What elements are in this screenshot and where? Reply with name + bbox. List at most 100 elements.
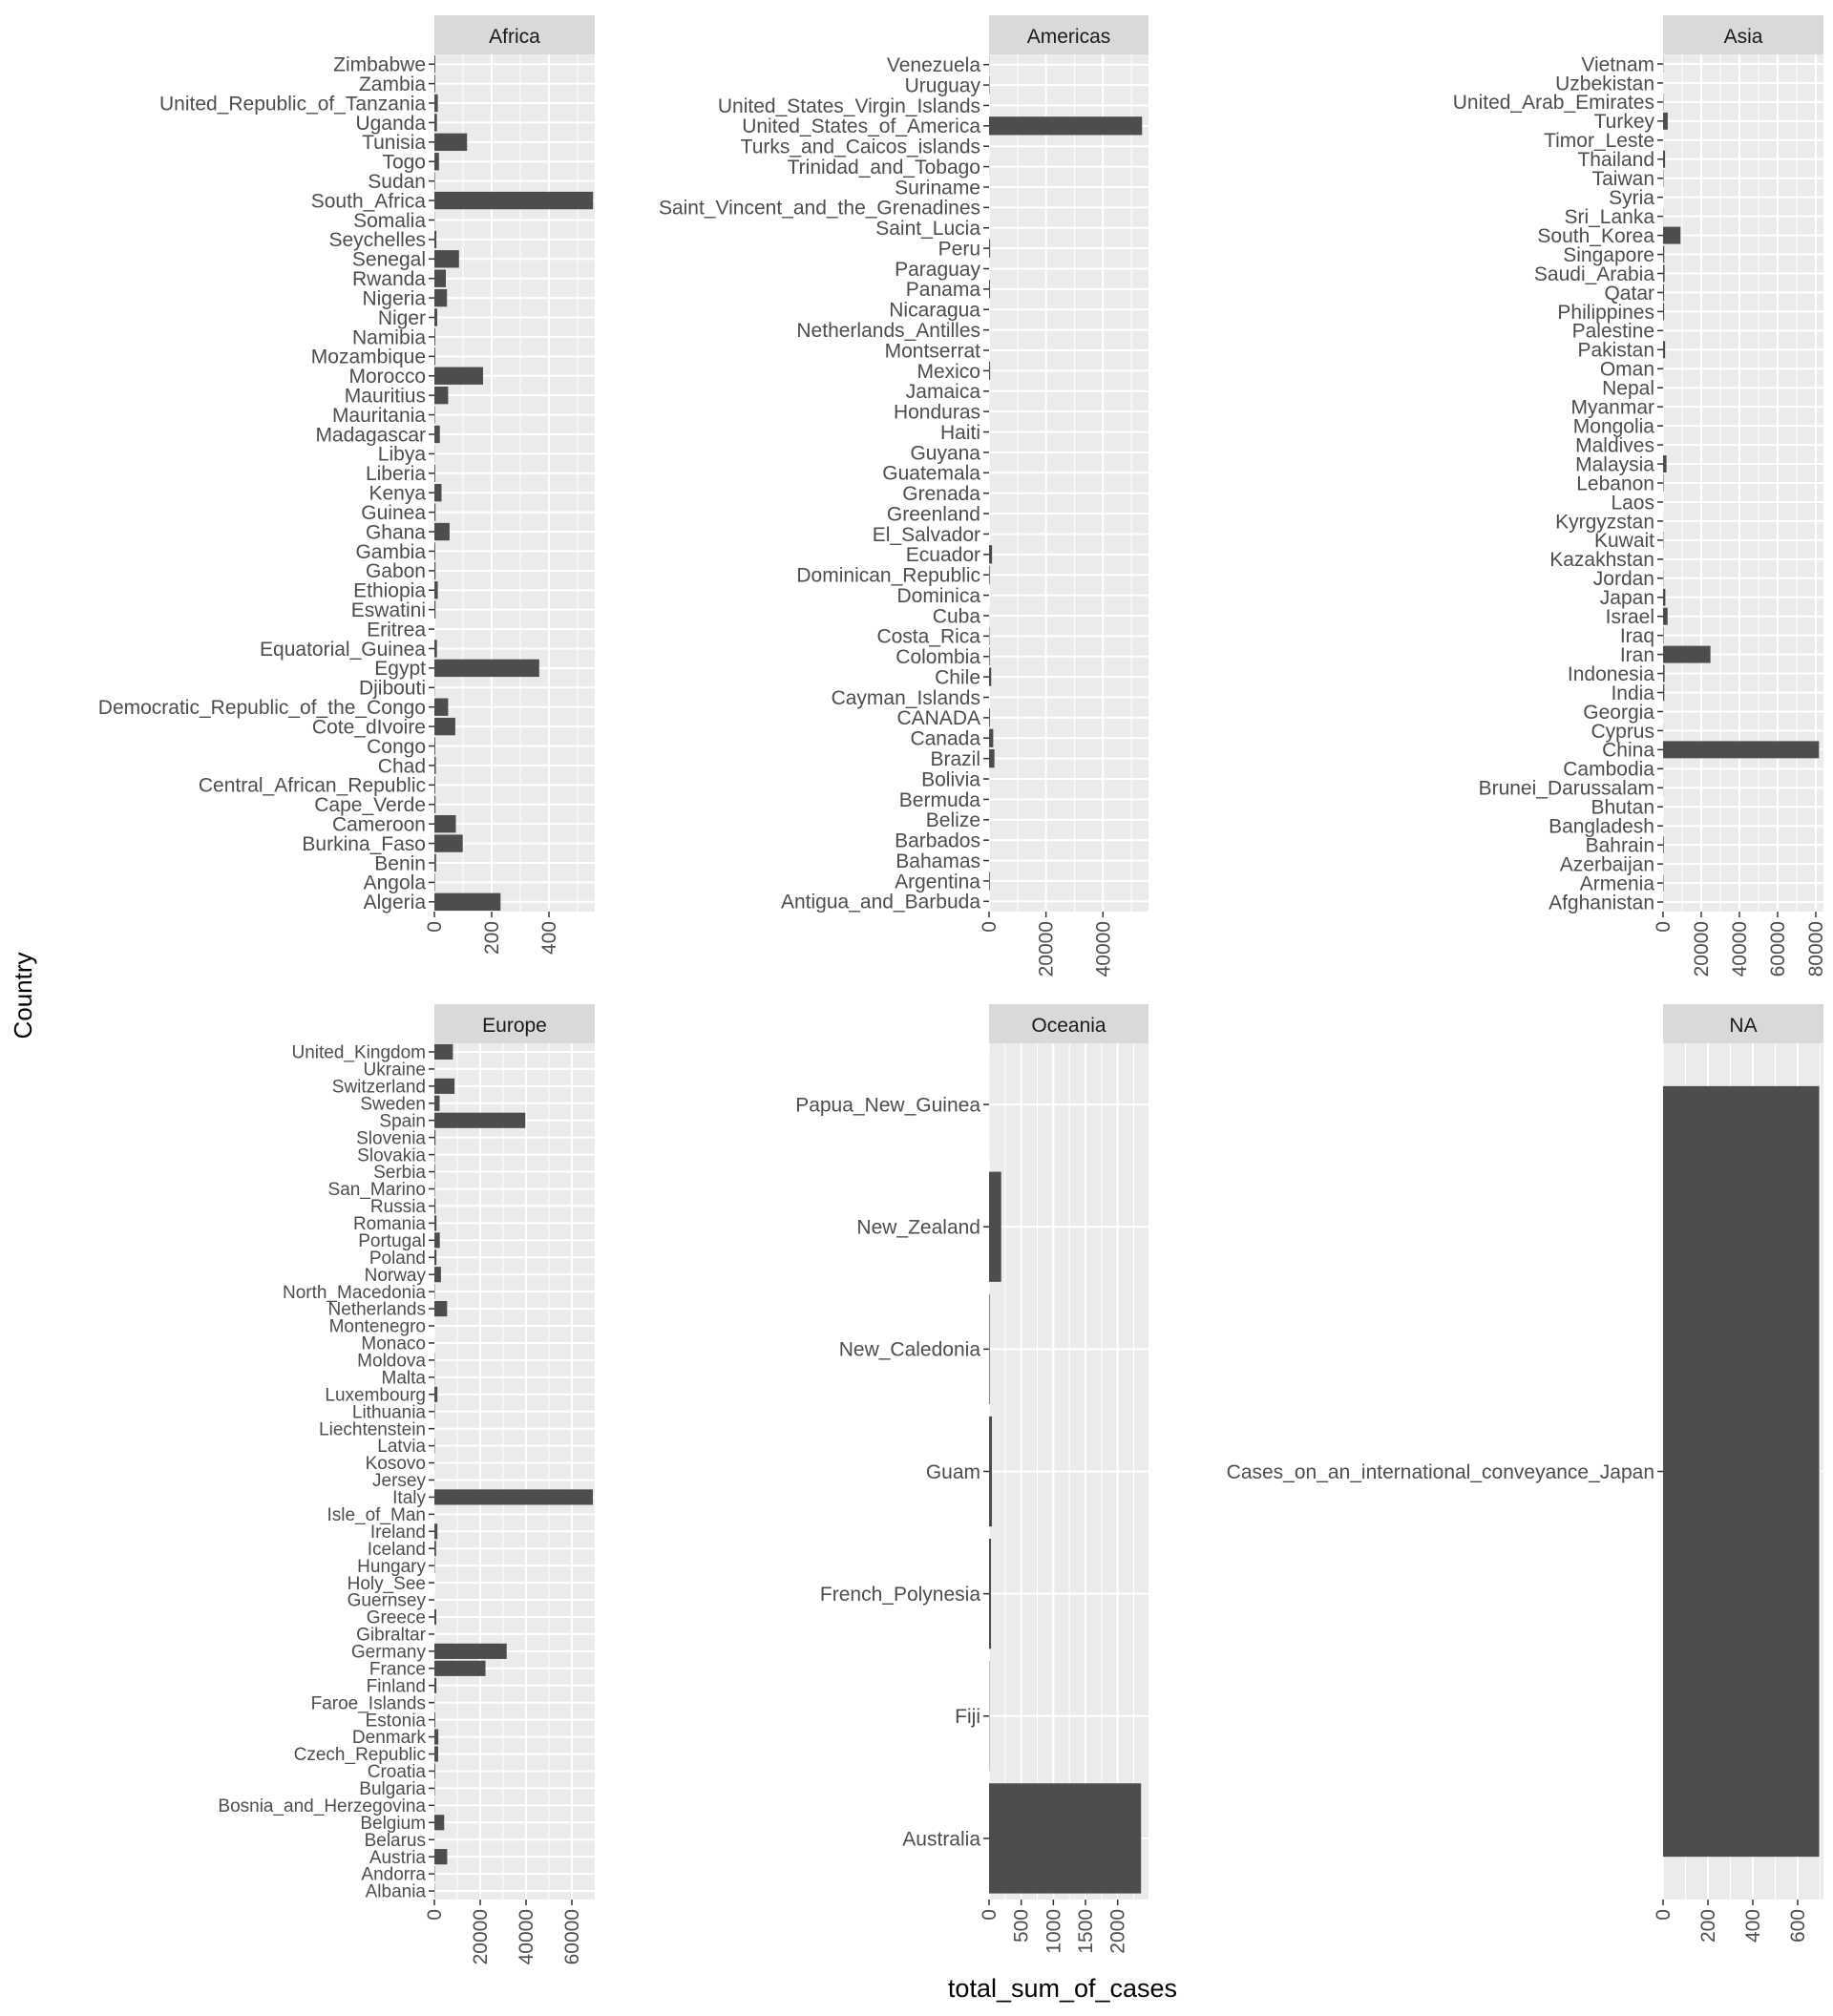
y-tick-label: Lebanon — [1576, 472, 1654, 494]
y-tick-label: Kazakhstan — [1549, 549, 1654, 571]
y-tick-label: Belize — [926, 809, 980, 831]
y-tick-label: Turkey — [1594, 111, 1655, 133]
bar-na-cases-on-an-international-conveyance-japan — [1663, 1085, 1820, 1858]
y-tick-label: Grenada — [902, 483, 980, 505]
facet-strip-label-europe: Europe — [482, 1015, 547, 1037]
bar-africa-united-republic-of-tanzania — [434, 94, 438, 113]
y-tick-label: French_Polynesia — [820, 1584, 980, 1606]
y-tick-label: Suriname — [895, 177, 980, 199]
y-tick-label: Benin — [374, 852, 426, 874]
y-tick-label: Zambia — [359, 74, 426, 95]
bar-americas-canada — [989, 708, 990, 727]
y-tick-label: Bhutan — [1591, 797, 1654, 819]
x-tick-label: 20000 — [470, 1909, 492, 1964]
y-tick-label: South_Africa — [311, 190, 427, 212]
y-tick-label: Cameroon — [332, 814, 426, 836]
y-tick-label: Uzbekistan — [1555, 73, 1654, 94]
bar-asia-thailand — [1663, 150, 1666, 168]
y-tick-label: Australia — [902, 1828, 980, 1850]
bar-europe-croatia — [434, 1763, 435, 1779]
y-tick-label: Namibia — [352, 326, 426, 348]
bar-asia-india — [1663, 683, 1665, 702]
x-tick-label: 200 — [481, 921, 503, 955]
x-tick-label: 500 — [1011, 1909, 1033, 1942]
bar-africa-seychelles — [434, 230, 437, 249]
y-tick-label: Pakistan — [1577, 340, 1654, 362]
y-tick-label: Zimbabwe — [333, 54, 426, 76]
y-tick-label: New_Caledonia — [839, 1339, 981, 1361]
y-tick-label: Canada — [910, 728, 980, 750]
y-tick-label: Argentina — [895, 871, 980, 892]
bar-asia-israel — [1663, 607, 1668, 625]
x-tick-label: 60000 — [561, 1909, 583, 1964]
facet-strip-europe — [434, 1004, 595, 1043]
y-tick-label: Democratic_Republic_of_the_Congo — [98, 697, 426, 719]
x-tick-label: 0 — [979, 1909, 1001, 1921]
y-tick-label: Ghana — [366, 521, 426, 543]
y-tick-label: Mauritania — [332, 405, 426, 427]
bar-europe-russia — [434, 1198, 436, 1214]
bar-africa-congo — [434, 737, 435, 755]
x-tick-label: 0 — [1653, 1909, 1675, 1921]
y-tick-label: Liechtenstein — [319, 1419, 426, 1439]
y-tick-label: United_States_Virgin_Islands — [718, 95, 980, 117]
bar-africa-cote-divoire — [434, 717, 455, 736]
y-tick-label: Nicaragua — [889, 300, 980, 322]
y-tick-label: Venezuela — [887, 54, 980, 76]
bar-africa-democratic-republic-of-the-congo — [434, 698, 449, 716]
y-tick-label: Myanmar — [1570, 397, 1654, 419]
y-tick-label: Czech_Republic — [294, 1745, 426, 1765]
y-tick-label: Chad — [378, 755, 426, 777]
y-tick-label: Angola — [364, 872, 427, 894]
y-tick-label: Bolivia — [921, 768, 980, 790]
y-tick-label: United_States_of_America — [742, 116, 980, 137]
panel-background-africa — [434, 54, 595, 912]
bar-asia-bahrain — [1663, 836, 1664, 854]
y-tick-label: Uruguay — [905, 74, 981, 96]
y-tick-label: Montenegro — [329, 1317, 426, 1337]
y-tick-label: United_Arab_Emirates — [1453, 92, 1654, 114]
y-tick-label: Bahamas — [895, 850, 980, 872]
y-tick-label: Bosnia_and_Herzegovina — [218, 1796, 426, 1816]
bar-africa-sudan — [434, 172, 435, 190]
y-tick-label: Lithuania — [352, 1402, 427, 1422]
bar-europe-greece — [434, 1608, 436, 1626]
y-tick-label: Philippines — [1557, 302, 1654, 324]
y-tick-label: CANADA — [896, 707, 980, 729]
bar-africa-rwanda — [434, 269, 446, 287]
bar-africa-mauritania — [434, 406, 435, 424]
y-tick-label: Cyprus — [1591, 721, 1654, 743]
bar-europe-denmark — [434, 1729, 439, 1745]
y-tick-label: Peru — [938, 238, 980, 260]
y-tick-label: Bahrain — [1586, 835, 1654, 857]
y-tick-label: Liberia — [366, 463, 426, 485]
y-tick-label: Madagascar — [315, 424, 426, 446]
bar-europe-poland — [434, 1250, 437, 1266]
bar-europe-switzerland — [434, 1078, 455, 1094]
bar-americas-mexico — [989, 361, 991, 381]
y-tick-label: Slovakia — [357, 1145, 426, 1166]
y-tick-label: Niger — [378, 307, 426, 329]
y-tick-label: Norway — [365, 1266, 427, 1286]
y-tick-label: Chile — [935, 666, 980, 688]
y-tick-label: Guyana — [910, 442, 980, 464]
y-tick-label: Timor_Leste — [1544, 130, 1654, 152]
bar-africa-egypt — [434, 659, 539, 678]
facet-strip-africa — [434, 15, 595, 54]
y-tick-label: Moldova — [357, 1352, 426, 1372]
y-tick-label: Germany — [351, 1643, 427, 1663]
y-tick-label: Morocco — [348, 366, 426, 388]
bar-asia-malaysia — [1663, 455, 1667, 473]
bar-oceania-new-zealand — [989, 1171, 1001, 1282]
bar-africa-togo — [434, 153, 439, 171]
y-tick-label: Cuba — [933, 605, 981, 627]
y-tick-label: North_Macedonia — [283, 1283, 426, 1303]
y-tick-label: New_Zealand — [856, 1217, 980, 1239]
y-tick-label: Israel — [1606, 606, 1654, 628]
bar-americas-united-states-of-america — [989, 116, 1143, 136]
y-tick-label: Rwanda — [352, 268, 426, 290]
y-tick-label: Colombia — [895, 646, 980, 668]
bar-africa-zambia — [434, 74, 435, 93]
y-tick-label: Central_African_Republic — [199, 775, 426, 797]
y-tick-label: Paraguay — [895, 259, 980, 281]
